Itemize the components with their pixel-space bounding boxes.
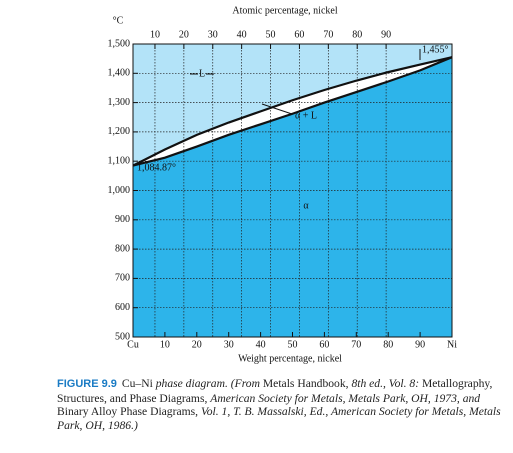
- region-label: α + L: [295, 110, 317, 121]
- y-tick-label: 1,000: [108, 185, 131, 196]
- caption: FIGURE 9.9 Cu–Ni phase diagram. (From Met…: [57, 377, 507, 432]
- caption-text: Metals Handbook,: [262, 377, 352, 390]
- solidus-line: [132, 56, 453, 167]
- x2-tick-label: 30: [208, 29, 218, 40]
- annotation: 1,084.87°: [137, 162, 176, 173]
- x-tick-label: Cu: [127, 339, 139, 350]
- x2-tick-label: 40: [237, 29, 247, 40]
- y-tick-label: 900: [115, 214, 130, 225]
- y-tick-label: 600: [115, 302, 130, 313]
- x2-tick-label: 60: [294, 29, 304, 40]
- y-tick-label: 500: [115, 331, 130, 342]
- x-tick-label: 60: [319, 339, 329, 350]
- x2-tick-label: 50: [266, 29, 276, 40]
- caption-text: American Society for Metals, Metals Park…: [210, 391, 481, 405]
- region-label: α: [303, 200, 309, 211]
- y-tick-label: 1,100: [108, 155, 131, 166]
- caption-text: phase diagram. (From: [155, 377, 263, 390]
- y-tick-label: 1,500: [108, 38, 131, 49]
- y-unit: °C: [113, 15, 124, 26]
- caption-text: Vol. 1, T. B. Massalski, Ed., American S…: [57, 405, 501, 432]
- region-label: L: [199, 68, 205, 79]
- x-tick-label: 10: [160, 339, 170, 350]
- pointer: [261, 103, 293, 115]
- caption-text: Cu–Ni: [121, 377, 156, 390]
- x2-tick-label: 20: [179, 29, 189, 40]
- x2-tick-label: 90: [381, 29, 391, 40]
- caption-label: FIGURE 9.9: [57, 378, 117, 390]
- x-tick-label: 90: [415, 339, 425, 350]
- y-tick-label: 1,200: [108, 126, 131, 137]
- x-tick-label: 20: [192, 339, 202, 350]
- liquidus-line: [132, 56, 453, 167]
- caption-text: 8th ed., Vol. 8:: [351, 377, 422, 390]
- x-tick-label: Ni: [447, 339, 457, 350]
- caption-text: Metallography, Structures, and Phase Dia…: [57, 377, 493, 405]
- x-axis-label: Weight percentage, nickel: [238, 353, 342, 364]
- y-tick-label: 700: [115, 273, 130, 284]
- x2-tick-label: 10: [150, 29, 160, 40]
- y-tick-label: 800: [115, 243, 130, 254]
- y-tick-label: 1,300: [108, 97, 131, 108]
- x-tick-label: 70: [351, 339, 361, 350]
- x-tick-label: 40: [256, 339, 266, 350]
- chart: °C Atomic percentage, nickel Weight perc…: [108, 5, 458, 364]
- y-tick-label: 1,400: [108, 68, 131, 79]
- annotation: 1,455°: [422, 44, 449, 55]
- x-tick-label: 30: [224, 339, 234, 350]
- x-tick-label: 50: [288, 339, 298, 350]
- x2-tick-label: 80: [352, 29, 362, 40]
- x-tick-label: 80: [383, 339, 393, 350]
- x2-tick-label: 70: [323, 29, 333, 40]
- caption-text: Binary Alloy Phase Diagrams,: [57, 405, 201, 418]
- x2-axis-label: Atomic percentage, nickel: [232, 5, 337, 16]
